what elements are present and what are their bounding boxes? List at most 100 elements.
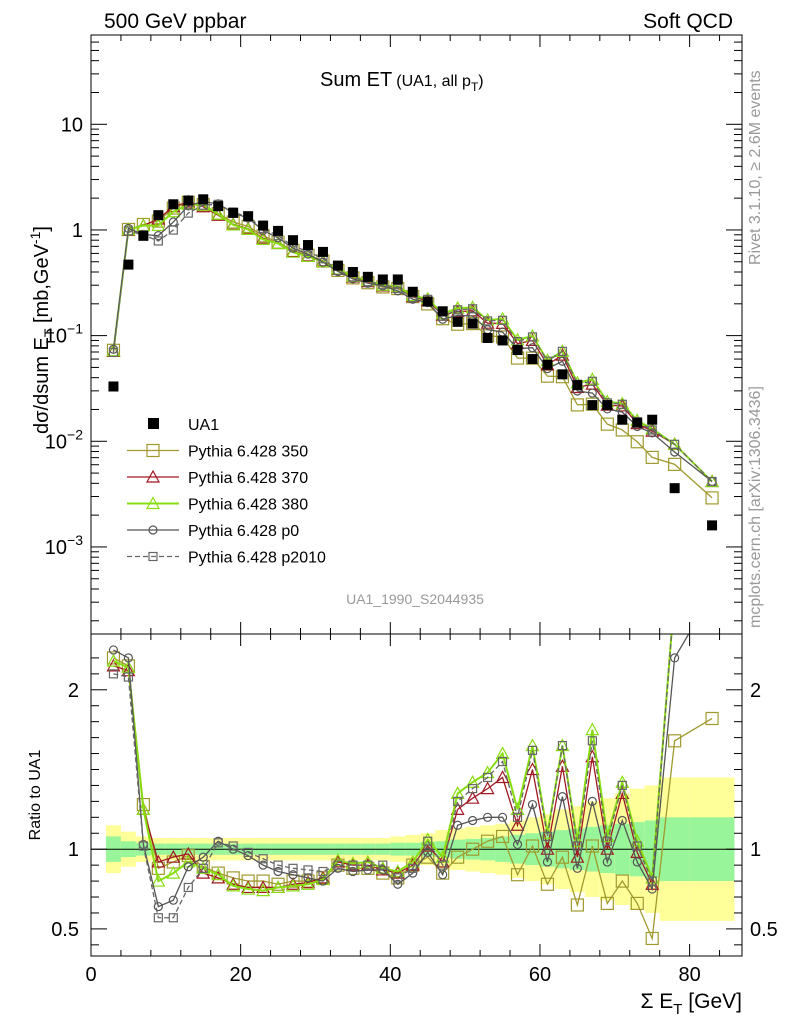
ratio-line-p370 <box>113 634 673 889</box>
ratio-point-p370 <box>480 781 495 795</box>
point-p380 <box>667 437 682 450</box>
ratio-point-p0 <box>512 839 523 850</box>
ratio-point-p0 <box>557 791 568 802</box>
ratio-point-p2010 <box>423 836 433 846</box>
series-line-p370 <box>112 201 713 482</box>
y-tick-label: 10−2 <box>45 426 83 453</box>
data-point <box>572 380 583 391</box>
ratio-point-p2010 <box>363 860 373 870</box>
ratio-point-p2010 <box>393 873 403 883</box>
data-point <box>273 225 284 236</box>
data-point <box>587 400 598 411</box>
data-point <box>243 211 254 222</box>
legend-marker-p380 <box>145 496 161 510</box>
ratio-point-p380 <box>570 833 585 847</box>
point-p380 <box>271 236 286 250</box>
ratio-point-p380 <box>196 861 211 874</box>
data-point <box>527 354 538 365</box>
ratio-point-p2010 <box>378 860 388 870</box>
ratio-point-p2010 <box>671 590 679 598</box>
ratio-point-p380 <box>241 881 256 895</box>
ratio-point-p370 <box>390 865 405 879</box>
point-p370 <box>450 304 465 318</box>
point-p0 <box>587 388 597 398</box>
point-p2010 <box>527 332 538 342</box>
ratio-point-p2010 <box>198 863 208 873</box>
ratio-point-p2010 <box>303 865 313 875</box>
data-point <box>452 316 463 327</box>
data-point <box>198 194 209 205</box>
ratio-point-p350 <box>510 868 525 882</box>
point-p380 <box>286 244 301 258</box>
ratio-point-p2010 <box>708 590 716 598</box>
point-p2010 <box>108 347 119 358</box>
point-p0 <box>153 231 163 241</box>
x-tick-label: 20 <box>230 964 252 986</box>
data-point <box>153 210 164 221</box>
ratio-point-p2010 <box>318 866 328 877</box>
point-p350 <box>570 398 584 412</box>
point-p380 <box>151 218 166 232</box>
ratio-point-p370 <box>286 877 301 890</box>
ratio-point-p350 <box>705 711 719 726</box>
data-point <box>482 332 493 343</box>
ratio-point-p380 <box>600 829 615 843</box>
ratio-point-p370 <box>510 818 525 831</box>
ratio-point-p380 <box>435 849 450 863</box>
data-point <box>467 318 478 329</box>
ratio-point-p2010 <box>587 736 597 746</box>
ratio-point-p2010 <box>168 913 178 923</box>
point-p380 <box>106 343 121 357</box>
ratio-panel <box>91 590 742 946</box>
data-point <box>617 414 628 425</box>
ratio-point-p2010 <box>453 796 463 806</box>
ratio-point-p350 <box>480 834 495 848</box>
point-p350 <box>600 417 614 431</box>
legend-marker-p370 <box>145 469 161 483</box>
data-point <box>512 345 523 356</box>
ratio-point-p370 <box>166 849 181 863</box>
point-p2010 <box>647 425 657 435</box>
ratio-point-p2010 <box>183 882 193 893</box>
point-p350 <box>466 316 480 331</box>
data-point <box>557 369 568 380</box>
ratio-point-p0 <box>318 876 328 886</box>
series-line-p0 <box>112 201 713 483</box>
ratio-point-p2010 <box>438 860 448 870</box>
x-tick-label: 60 <box>529 964 551 986</box>
ratio-point-p380 <box>256 883 271 897</box>
ratio-point-p380 <box>151 873 166 887</box>
legend-label: Pythia 6.428 380 <box>188 497 308 514</box>
ratio-point-p380 <box>300 877 316 890</box>
point-p380 <box>211 206 226 220</box>
point-p380 <box>585 372 600 386</box>
ratio-point-p380 <box>510 802 525 815</box>
x-tick-label: 40 <box>379 964 401 986</box>
data-point <box>602 400 613 411</box>
ratio-point-p0 <box>183 862 193 872</box>
ratio-point-p0 <box>587 796 597 806</box>
ratio-point-p2010 <box>632 841 642 851</box>
legend-label: UA1 <box>188 417 219 434</box>
source-label: mcplots.cern.ch [arXiv:1306.3436] <box>747 386 764 628</box>
data-point <box>669 483 680 494</box>
y-tick-label: 10−1 <box>45 321 83 348</box>
ratio-point-p2010 <box>527 745 538 755</box>
ratio-point-p0 <box>288 870 298 880</box>
data-point <box>228 207 239 218</box>
x-tick-label: 0 <box>85 964 96 986</box>
ratio-point-p350 <box>466 842 480 856</box>
data-point <box>707 520 718 531</box>
ratio-point-p2010 <box>557 740 568 751</box>
ratio-point-p380 <box>106 653 121 667</box>
ratio-point-p2010 <box>512 812 523 822</box>
ratio-point-p0 <box>602 857 612 867</box>
ratio-y-tick-label: 1 <box>68 839 79 861</box>
ratio-point-p380 <box>286 878 301 892</box>
data-point <box>362 271 373 282</box>
y-tick-label: 10−3 <box>45 532 83 559</box>
ratio-point-p2010 <box>258 854 268 864</box>
ratio-point-p2010 <box>288 863 298 873</box>
point-p380 <box>256 232 271 246</box>
ratio-point-p0 <box>108 645 119 655</box>
